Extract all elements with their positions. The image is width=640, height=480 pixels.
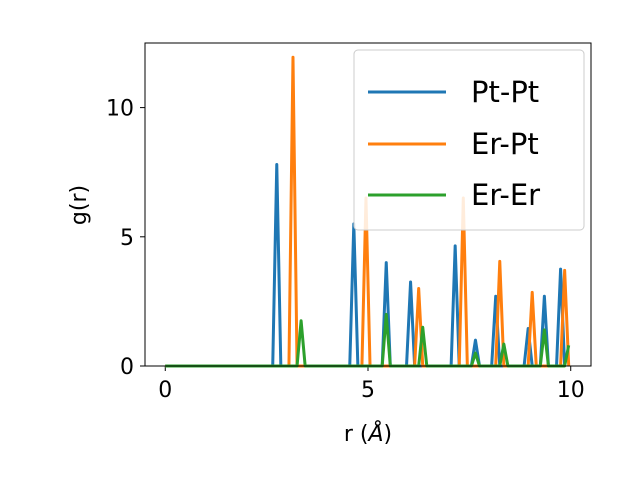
x-axis: 0 5 10 [158, 366, 585, 403]
x-tick-label: 10 [557, 378, 585, 403]
y-tick-label: 5 [120, 226, 134, 251]
y-axis-label: g(r) [67, 185, 92, 225]
legend-label-pt-pt: Pt-Pt [471, 75, 539, 109]
plot-frame [144, 42, 592, 367]
y-tick-label: 0 [120, 355, 134, 380]
x-axis-label-close: ) [384, 422, 393, 447]
legend-label-er-pt: Er-Pt [471, 127, 539, 161]
legend: Pt-Pt Er-Pt Er-Er [353, 49, 585, 231]
y-axis: 0 5 10 [106, 97, 145, 380]
y-tick-label: 10 [106, 97, 134, 122]
legend-box [353, 49, 585, 231]
x-axis-label-unit: Å [366, 420, 383, 447]
x-axis-label-main: r ( [344, 422, 369, 447]
x-axis-label: r (Å) [344, 420, 392, 447]
x-tick-label: 5 [361, 378, 375, 403]
x-tick-label: 0 [158, 378, 172, 403]
legend-label-er-er: Er-Er [471, 178, 540, 212]
